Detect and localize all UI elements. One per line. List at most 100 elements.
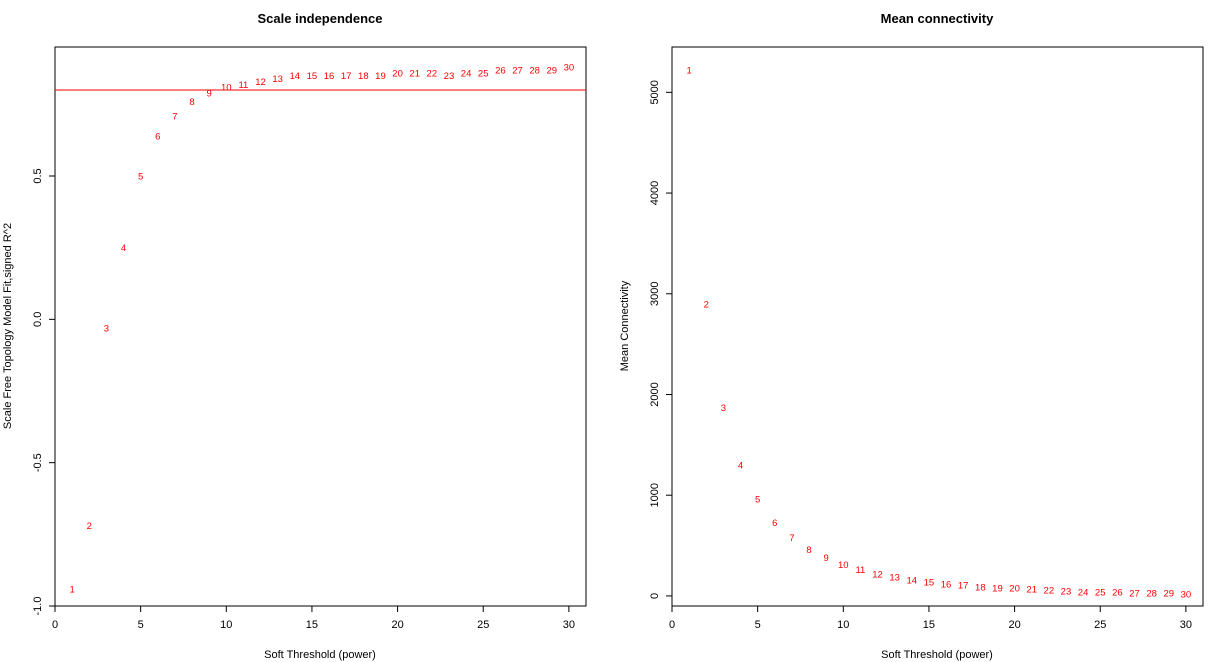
x-tick-label: 15: [923, 619, 935, 631]
data-point-label: 1: [686, 66, 691, 77]
x-tick-label: 0: [52, 619, 58, 631]
data-point-label: 7: [789, 533, 794, 544]
data-point-label: 22: [427, 68, 438, 79]
data-point-label: 19: [375, 71, 386, 82]
x-tick-label: 5: [138, 619, 144, 631]
data-point-label: 8: [806, 545, 811, 556]
data-point-label: 13: [272, 74, 283, 85]
data-point-label: 11: [855, 565, 865, 576]
data-point-label: 5: [138, 172, 143, 183]
data-point-label: 21: [409, 68, 420, 79]
x-axis: 0 5 10 15 20 25 30: [52, 605, 575, 631]
data-point-label: 26: [1112, 587, 1123, 598]
data-point-label: 9: [824, 553, 829, 564]
x-tick-label: 30: [563, 619, 575, 631]
data-point-label: 4: [738, 460, 743, 471]
mean-connectivity-panel: Mean connectivity Soft Threshold (power)…: [619, 11, 1204, 661]
data-point-label: 7: [172, 111, 177, 122]
x-tick-label: 20: [1008, 619, 1020, 631]
y-axis: -1.0 -0.5 0.0 0.5: [32, 168, 56, 616]
data-point-label: 5: [755, 495, 760, 506]
data-point-label: 30: [564, 63, 575, 74]
data-point-label: 3: [104, 323, 109, 334]
data-point-label: 26: [495, 65, 506, 76]
data-point-label: 24: [1078, 587, 1089, 598]
y-tick-label: 1000: [649, 483, 661, 507]
data-point-label: 28: [529, 65, 540, 76]
data-point-label: 9: [207, 88, 212, 99]
data-point-label: 16: [941, 579, 952, 590]
y-tick-label: 3000: [649, 282, 661, 306]
data-point-label: 15: [924, 577, 935, 588]
data-point-label: 4: [121, 243, 126, 254]
data-point-label: 29: [1163, 588, 1174, 599]
y-tick-label: 4000: [649, 181, 661, 205]
plot-frame: [54, 46, 587, 607]
scale-independence-panel: Scale independence Soft Threshold (power…: [2, 11, 587, 661]
data-point-label: 20: [1009, 583, 1020, 594]
data-point-label: 3: [721, 403, 726, 414]
y-tick-label: 5000: [649, 80, 661, 104]
data-point-label: 28: [1146, 588, 1157, 599]
data-point-label: 10: [838, 560, 849, 571]
x-axis-label: Soft Threshold (power): [881, 649, 993, 661]
data-point-label: 17: [958, 580, 969, 591]
y-axis: 0 1000 2000 3000 4000 5000: [649, 80, 673, 599]
data-point-label: 23: [1061, 586, 1072, 597]
data-point-label: 29: [546, 65, 557, 76]
data-point-label: 30: [1181, 589, 1192, 600]
data-point-label: 25: [1095, 587, 1106, 598]
data-point-label: 2: [87, 521, 92, 532]
data-point-label: 14: [290, 71, 301, 82]
y-tick-label: 2000: [649, 382, 661, 406]
x-axis: 0 5 10 15 20 25 30: [669, 605, 1192, 631]
data-point-label: 19: [992, 583, 1003, 594]
x-tick-label: 20: [391, 619, 403, 631]
data-point-label: 18: [975, 582, 986, 593]
data-point-label: 25: [478, 68, 489, 79]
data-point-label: 14: [907, 575, 918, 586]
data-point-label: 21: [1026, 584, 1037, 595]
x-tick-label: 25: [477, 619, 489, 631]
data-point-label: 12: [255, 77, 266, 88]
chart-title: Scale independence: [258, 11, 383, 26]
y-axis-label: Scale Free Topology Model Fit,signed R^2: [2, 223, 14, 429]
x-tick-label: 25: [1094, 619, 1106, 631]
y-tick-label: -0.5: [32, 453, 44, 472]
data-point-label: 12: [872, 569, 883, 580]
data-point-label: 15: [307, 71, 318, 82]
data-point-label: 18: [358, 71, 369, 82]
data-point-label: 6: [772, 518, 777, 529]
y-tick-label: 0.5: [32, 168, 44, 183]
x-tick-label: 0: [669, 619, 675, 631]
data-point-label: 16: [324, 71, 335, 82]
plot-frame: [671, 46, 1204, 607]
x-tick-label: 10: [220, 619, 232, 631]
data-point-label: 6: [155, 131, 160, 142]
x-tick-label: 15: [306, 619, 318, 631]
data-point-label: 27: [1129, 588, 1140, 599]
data-point-label: 27: [512, 65, 523, 76]
x-axis-label: Soft Threshold (power): [264, 649, 376, 661]
data-point-label: 11: [238, 80, 248, 91]
data-point-label: 2: [704, 299, 709, 310]
data-point-label: 8: [189, 97, 194, 108]
data-point-label: 1: [69, 584, 74, 595]
data-point-label: 10: [221, 83, 232, 94]
data-point-label: 22: [1044, 585, 1055, 596]
data-point-label: 23: [444, 71, 455, 82]
x-tick-label: 30: [1180, 619, 1192, 631]
data-point-label: 17: [341, 71, 352, 82]
data-point-label: 13: [889, 572, 900, 583]
y-tick-label: -1.0: [32, 597, 44, 616]
data-point-label: 20: [392, 68, 403, 79]
data-point-label: 24: [461, 68, 472, 79]
x-tick-label: 5: [755, 619, 761, 631]
y-tick-label: 0: [649, 593, 661, 599]
y-axis-label: Mean Connectivity: [619, 280, 631, 371]
y-tick-label: 0.0: [32, 312, 44, 327]
chart-title: Mean connectivity: [881, 11, 994, 26]
